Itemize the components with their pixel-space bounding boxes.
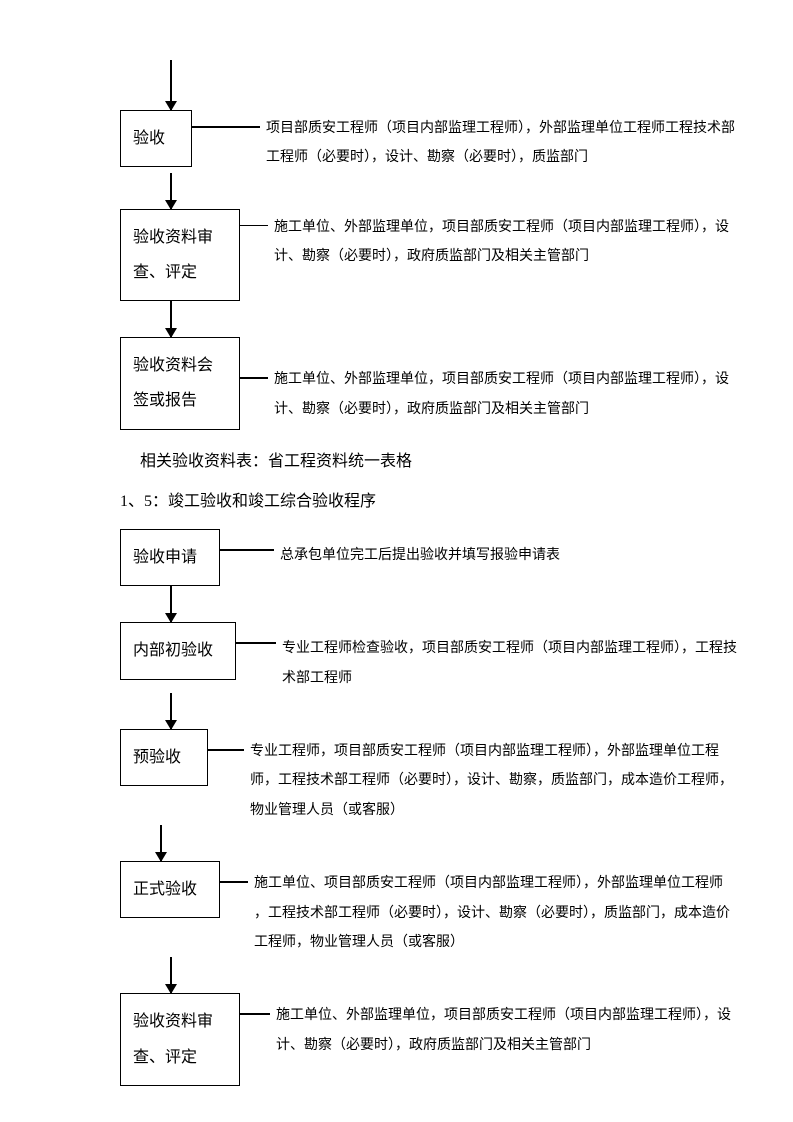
flow-row: 内部初验收专业工程师检查验收，项目部质安工程师（项目内部监理工程师），工程技术部…	[120, 622, 740, 693]
arrow-down	[170, 586, 172, 622]
arrow-down	[170, 301, 172, 337]
node-column: 预验收	[120, 729, 208, 786]
flow-node: 正式验收	[120, 861, 220, 918]
flow-row: 验收资料会签或报告施工单位、外部监理单位，项目部质安工程师（项目内部监理工程师）…	[120, 337, 740, 429]
flowchart-2: 验收申请 总承包单位完工后提出验收并填写报验申请表内部初验收专业工程师检查验收，项…	[120, 529, 740, 1086]
flow-row: 验收资料审查、评定施工单位、外部监理单位，项目部质安工程师（项目内部监理工程师）…	[120, 993, 740, 1085]
heading-related-docs: 相关验收资料表：省工程资料统一表格	[140, 448, 740, 477]
connector-line	[236, 642, 276, 644]
node-column: 正式验收	[120, 861, 220, 918]
flow-row: 验收 项目部质安工程师（项目内部监理工程师），外部监理单位工程师工程技术部工程师（…	[120, 110, 740, 173]
connector-line	[220, 881, 248, 883]
flow-node: 验收资料审查、评定	[120, 993, 240, 1085]
node-description: 施工单位、项目部质安工程师（项目内部监理工程师），外部监理单位工程师 ，工程技术…	[248, 869, 740, 957]
node-description: 专业工程师检查验收，项目部质安工程师（项目内部监理工程师），工程技术部工程师	[276, 634, 740, 693]
diagram-container: 验收 项目部质安工程师（项目内部监理工程师），外部监理单位工程师工程技术部工程师（…	[120, 60, 740, 1086]
flow-node: 验收资料审查、评定	[120, 209, 240, 301]
connector-line	[220, 549, 274, 551]
node-description: 项目部质安工程师（项目内部监理工程师），外部监理单位工程师工程技术部工程师（必要…	[260, 114, 740, 173]
node-description: 施工单位、外部监理单位，项目部质安工程师（项目内部监理工程师），设计、勘察（必要…	[270, 1001, 740, 1060]
node-description: 施工单位、外部监理单位，项目部质安工程师（项目内部监理工程师），设计、勘察（必要…	[268, 213, 740, 272]
flow-node: 内部初验收	[120, 622, 236, 679]
node-description: 总承包单位完工后提出验收并填写报验申请表	[274, 541, 740, 570]
arrow-down	[160, 825, 162, 861]
flowchart-1: 验收 项目部质安工程师（项目内部监理工程师），外部监理单位工程师工程技术部工程师（…	[120, 110, 740, 430]
node-column: 验收资料会签或报告	[120, 337, 240, 429]
flow-row: 预验收专业工程师，项目部质安工程师（项目内部监理工程师），外部监理单位工程师，工…	[120, 729, 740, 825]
connector-line	[240, 225, 268, 227]
connector-line	[240, 377, 268, 379]
node-column: 验收	[120, 110, 192, 167]
node-column: 验收资料审查、评定	[120, 209, 240, 301]
connector-line	[208, 749, 244, 751]
node-column: 验收申请	[120, 529, 220, 586]
flow-node: 验收申请	[120, 529, 220, 586]
flow-row: 正式验收施工单位、项目部质安工程师（项目内部监理工程师），外部监理单位工程师 ，…	[120, 861, 740, 957]
arrow-down	[170, 957, 172, 993]
connector-line	[192, 126, 260, 128]
arrow-down	[170, 60, 172, 110]
arrow-down	[170, 693, 172, 729]
node-description: 施工单位、外部监理单位，项目部质安工程师（项目内部监理工程师），设计、勘察（必要…	[268, 365, 740, 424]
arrow-down	[170, 173, 172, 209]
node-column: 内部初验收	[120, 622, 236, 679]
node-column: 验收资料审查、评定	[120, 993, 240, 1085]
flow-node: 验收	[120, 110, 192, 167]
connector-line	[240, 1013, 270, 1015]
flow-node: 预验收	[120, 729, 208, 786]
flow-node: 验收资料会签或报告	[120, 337, 240, 429]
node-description: 专业工程师，项目部质安工程师（项目内部监理工程师），外部监理单位工程师，工程技术…	[244, 737, 740, 825]
flow-row: 验收资料审查、评定施工单位、外部监理单位，项目部质安工程师（项目内部监理工程师）…	[120, 209, 740, 301]
heading-section-1-5: 1、5：竣工验收和竣工综合验收程序	[120, 488, 740, 517]
flow-row: 验收申请 总承包单位完工后提出验收并填写报验申请表	[120, 529, 740, 586]
